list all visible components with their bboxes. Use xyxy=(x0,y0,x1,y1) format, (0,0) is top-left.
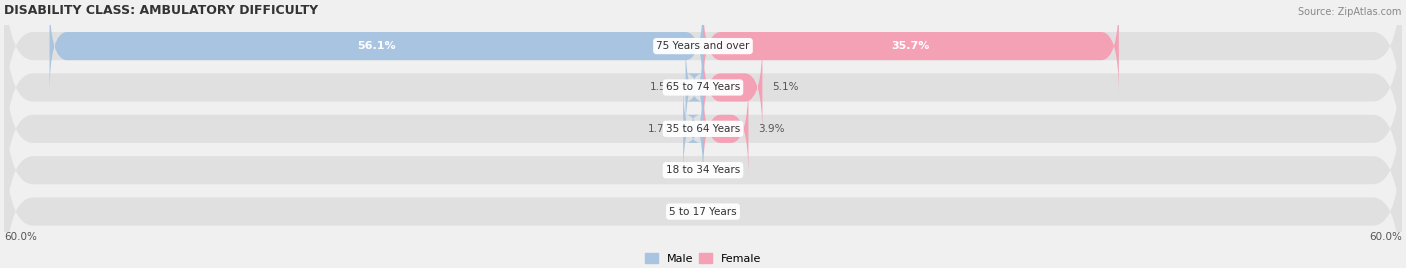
FancyBboxPatch shape xyxy=(703,81,748,177)
Text: 35.7%: 35.7% xyxy=(891,41,931,51)
Text: 5.1%: 5.1% xyxy=(772,83,799,92)
FancyBboxPatch shape xyxy=(4,0,1402,177)
FancyBboxPatch shape xyxy=(4,39,1402,218)
Text: 1.5%: 1.5% xyxy=(650,83,676,92)
Text: 60.0%: 60.0% xyxy=(4,232,37,242)
FancyBboxPatch shape xyxy=(703,0,1119,94)
Text: 0.0%: 0.0% xyxy=(668,207,693,217)
FancyBboxPatch shape xyxy=(4,81,1402,259)
Text: 18 to 34 Years: 18 to 34 Years xyxy=(666,165,740,175)
Text: 75 Years and over: 75 Years and over xyxy=(657,41,749,51)
Text: 65 to 74 Years: 65 to 74 Years xyxy=(666,83,740,92)
Text: 35 to 64 Years: 35 to 64 Years xyxy=(666,124,740,134)
Text: DISABILITY CLASS: AMBULATORY DIFFICULTY: DISABILITY CLASS: AMBULATORY DIFFICULTY xyxy=(4,4,318,17)
FancyBboxPatch shape xyxy=(683,81,703,177)
FancyBboxPatch shape xyxy=(703,39,762,135)
Legend: Male, Female: Male, Female xyxy=(644,253,762,264)
Text: 56.1%: 56.1% xyxy=(357,41,395,51)
FancyBboxPatch shape xyxy=(686,39,703,135)
Text: 0.0%: 0.0% xyxy=(713,165,738,175)
FancyBboxPatch shape xyxy=(49,0,703,94)
Text: 60.0%: 60.0% xyxy=(1369,232,1402,242)
FancyBboxPatch shape xyxy=(4,122,1402,268)
Text: 1.7%: 1.7% xyxy=(647,124,673,134)
Text: 5 to 17 Years: 5 to 17 Years xyxy=(669,207,737,217)
Text: 3.9%: 3.9% xyxy=(758,124,785,134)
Text: Source: ZipAtlas.com: Source: ZipAtlas.com xyxy=(1299,7,1402,17)
Text: 0.0%: 0.0% xyxy=(713,207,738,217)
FancyBboxPatch shape xyxy=(4,0,1402,135)
Text: 0.0%: 0.0% xyxy=(668,165,693,175)
